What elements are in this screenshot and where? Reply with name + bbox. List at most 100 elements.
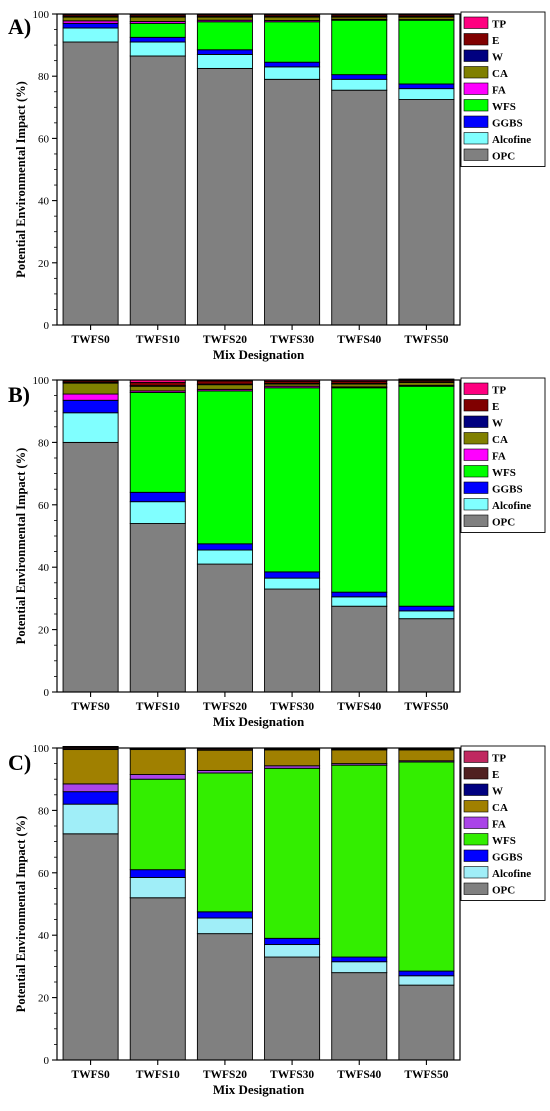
x-axis-label: Mix Designation: [213, 347, 305, 362]
x-tick-label: TWFS40: [337, 334, 381, 346]
legend-swatch-ggbs: [464, 116, 488, 128]
bar-segment-opc-twfs0: [63, 442, 118, 692]
bar-segment-ggbs-twfs10: [130, 37, 185, 42]
bar-segment-wfs-twfs30: [265, 768, 320, 938]
y-tick-label: 0: [44, 320, 50, 332]
x-tick-label: TWFS30: [270, 701, 314, 713]
bar-segment-ggbs-twfs50: [399, 84, 454, 89]
legend-label-e: E: [492, 769, 499, 781]
legend-swatch-fa: [464, 817, 488, 829]
legend-label-ggbs: GGBS: [492, 484, 523, 496]
y-tick-label: 40: [38, 930, 50, 942]
legend-swatch-fa: [464, 449, 488, 461]
y-tick-label: 20: [38, 258, 50, 270]
y-tick-label: 20: [38, 625, 50, 637]
bar-segment-ca-twfs20: [197, 750, 252, 770]
bar-segment-fa-twfs0: [63, 784, 118, 792]
bar-segment-wfs-twfs20: [197, 22, 252, 50]
bar-segment-alcofine-twfs0: [63, 804, 118, 834]
bar-segment-ca-twfs30: [265, 750, 320, 766]
legend-swatch-w: [464, 416, 488, 428]
bar-segment-opc-twfs0: [63, 834, 118, 1060]
bar-segment-ggbs-twfs0: [63, 400, 118, 412]
legend-swatch-w: [464, 50, 488, 62]
x-tick-label: TWFS30: [270, 334, 314, 346]
legend-swatch-ca: [464, 801, 488, 813]
bar-segment-alcofine-twfs40: [332, 597, 387, 606]
bar-segment-opc-twfs50: [399, 985, 454, 1060]
bar-segment-wfs-twfs30: [265, 388, 320, 572]
bar-segment-alcofine-twfs0: [63, 28, 118, 42]
bar-segment-ggbs-twfs40: [332, 592, 387, 597]
bar-segment-ca-twfs20: [197, 385, 252, 390]
panel-label: A): [8, 14, 31, 39]
legend-swatch-alcofine: [464, 133, 488, 145]
y-tick-label: 80: [38, 805, 50, 817]
bar-segment-ggbs-twfs20: [197, 912, 252, 918]
legend-label-wfs: WFS: [492, 835, 516, 847]
legend-swatch-tp: [464, 383, 488, 395]
legend-swatch-wfs: [464, 100, 488, 112]
legend-swatch-opc: [464, 149, 488, 161]
bar-segment-wfs-twfs10: [130, 392, 185, 492]
bar-segment-alcofine-twfs30: [265, 67, 320, 79]
legend-swatch-e: [464, 768, 488, 780]
legend-label-fa: FA: [492, 85, 506, 97]
bar-segment-wfs-twfs50: [399, 762, 454, 971]
bar-segment-opc-twfs30: [265, 957, 320, 1060]
legend-label-tp: TP: [492, 19, 506, 31]
y-axis-label: Potential Environmental Impact (%): [14, 448, 28, 645]
bar-segment-wfs-twfs20: [197, 773, 252, 912]
bar-segment-alcofine-twfs10: [130, 42, 185, 56]
bar-segment-ca-twfs10: [130, 17, 185, 21]
y-tick-label: 100: [33, 375, 50, 387]
bar-segment-alcofine-twfs40: [332, 962, 387, 973]
bar-segment-ggbs-twfs30: [265, 938, 320, 944]
bar-segment-ca-twfs10: [130, 750, 185, 775]
bar-segment-ca-twfs40: [332, 750, 387, 764]
bar-segment-alcofine-twfs10: [130, 877, 185, 897]
bar-segment-e-twfs20: [197, 381, 252, 384]
bar-segment-ggbs-twfs40: [332, 75, 387, 80]
bar-segment-opc-twfs20: [197, 934, 252, 1060]
bar-segment-ggbs-twfs30: [265, 572, 320, 578]
legend-label-tp: TP: [492, 753, 506, 765]
legend-swatch-ggbs: [464, 482, 488, 494]
bar-segment-alcofine-twfs0: [63, 413, 118, 443]
bar-segment-opc-twfs10: [130, 56, 185, 325]
bar-segment-alcofine-twfs30: [265, 578, 320, 589]
legend-label-fa: FA: [492, 819, 506, 831]
legend-label-ca: CA: [492, 802, 508, 814]
x-tick-label: TWFS50: [404, 334, 448, 346]
x-tick-label: TWFS0: [71, 1069, 110, 1081]
y-tick-label: 60: [38, 133, 50, 145]
legend-label-w: W: [492, 786, 503, 798]
legend-label-wfs: WFS: [492, 467, 516, 479]
bar-segment-ggbs-twfs0: [63, 792, 118, 804]
legend-label-ca: CA: [492, 68, 508, 80]
bar-segment-ca-twfs0: [63, 17, 118, 21]
legend-label-e: E: [492, 401, 499, 413]
y-tick-label: 80: [38, 71, 50, 83]
bar-segment-ca-twfs30: [265, 17, 320, 20]
bar-segment-ca-twfs50: [399, 750, 454, 761]
bar-segment-alcofine-twfs10: [130, 502, 185, 524]
legend-label-alcofine: Alcofine: [492, 134, 531, 146]
legend-label-opc: OPC: [492, 885, 515, 897]
bar-segment-ggbs-twfs10: [130, 492, 185, 501]
bar-segment-ca-twfs0: [63, 383, 118, 394]
bar-segment-wfs-twfs10: [130, 779, 185, 869]
bar-segment-ggbs-twfs0: [63, 23, 118, 28]
bar-segment-ca-twfs0: [63, 750, 118, 784]
x-tick-label: TWFS30: [270, 1069, 314, 1081]
bar-segment-ca-twfs10: [130, 386, 185, 391]
bar-segment-opc-twfs10: [130, 898, 185, 1060]
y-tick-label: 40: [38, 196, 50, 208]
x-tick-label: TWFS50: [404, 701, 448, 713]
x-tick-label: TWFS10: [136, 1069, 180, 1081]
